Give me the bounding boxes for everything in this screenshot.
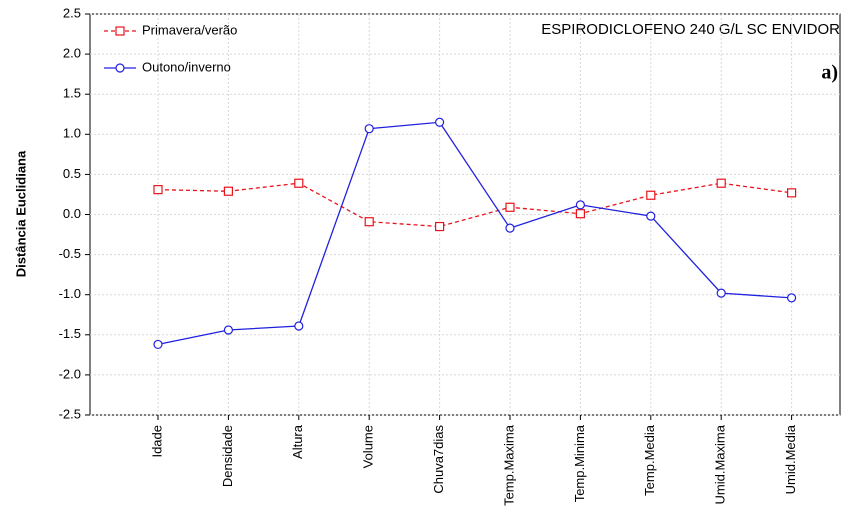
data-point: [646, 211, 656, 221]
legend-marker: [115, 63, 125, 73]
y-tick-label: 1.5: [63, 86, 81, 101]
data-point: [786, 293, 797, 303]
y-tick-label: -1.0: [59, 286, 81, 301]
y-tick-label: 2.0: [63, 46, 81, 61]
y-tick-label: -2.5: [59, 406, 81, 421]
y-tick-label: 2.5: [63, 5, 81, 20]
data-point: [153, 185, 163, 195]
x-tick-label: Altura: [290, 424, 305, 459]
data-point: [716, 178, 726, 188]
data-point: [575, 209, 586, 219]
data-point: [575, 200, 586, 210]
data-point: [223, 325, 233, 335]
x-tick-label: Temp.Media: [642, 424, 657, 496]
y-tick-label: 0.0: [63, 206, 81, 221]
y-tick-label: -2.0: [59, 366, 81, 381]
panel-label: a): [821, 62, 838, 84]
y-tick-label: -1.5: [59, 326, 81, 341]
annotation: ESPIRODICLOFENO 240 G/L SC ENVIDOR: [541, 21, 840, 38]
series-line: [157, 182, 792, 228]
data-point: [294, 321, 304, 331]
x-tick-label: Temp.Maxima: [501, 424, 516, 506]
x-tick-label: Volume: [361, 425, 376, 468]
data-point: [435, 117, 445, 127]
y-axis-label: Distância Euclidiana: [13, 150, 28, 277]
x-tick-label: Temp.Minima: [572, 424, 587, 502]
data-point: [364, 124, 374, 134]
data-point: [364, 217, 374, 227]
series-line: [157, 121, 792, 346]
data-point: [153, 339, 163, 350]
y-tick-label: 1.0: [63, 126, 81, 141]
y-tick-label: -0.5: [59, 246, 81, 261]
legend-label: Outono/inverno: [142, 59, 231, 74]
data-point: [716, 288, 726, 298]
data-point: [223, 186, 233, 196]
data-point: [505, 223, 515, 233]
data-point: [505, 202, 515, 212]
data-point: [435, 221, 445, 232]
x-tick-label: Chuva7dias: [431, 425, 446, 494]
legend-label: Primavera/verão: [142, 22, 237, 37]
data-point: [646, 190, 656, 200]
x-tick-label: Idade: [149, 425, 164, 458]
legend-marker: [115, 26, 125, 36]
data-point: [786, 188, 797, 198]
x-tick-label: Densidade: [220, 425, 235, 487]
y-tick-label: 0.5: [63, 166, 81, 181]
data-point: [294, 178, 304, 188]
x-tick-label: Umid.Maxima: [713, 424, 728, 504]
x-tick-label: Umid.Media: [783, 424, 798, 494]
